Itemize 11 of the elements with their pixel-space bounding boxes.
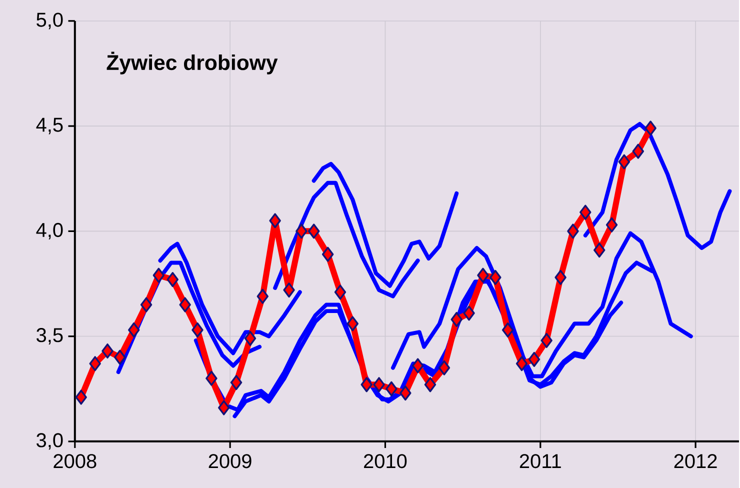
y-tick-label: 3,0 xyxy=(36,432,63,450)
text: Żywiec drobiowy xyxy=(106,52,278,74)
y-tick-label: 5,0 xyxy=(36,12,63,30)
y-tick-label: 3,5 xyxy=(36,328,63,344)
y-tick-label: 4,0 xyxy=(36,222,63,240)
x-tick-label: 2009 xyxy=(208,454,252,468)
x-tick-label: 2012 xyxy=(674,454,717,468)
y-tick-label: 4,5 xyxy=(36,118,63,134)
x-tick-label: 2010 xyxy=(364,454,407,468)
x-tick-label: 2008 xyxy=(54,454,96,468)
x-tick-label: 2011 xyxy=(520,454,561,468)
